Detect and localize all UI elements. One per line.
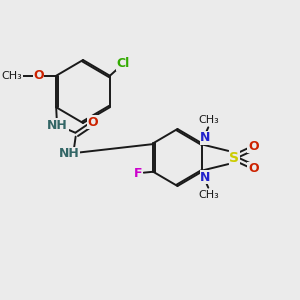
Text: NH: NH [47, 119, 68, 132]
Text: N: N [200, 171, 211, 184]
Text: CH₃: CH₃ [2, 71, 22, 81]
Text: S: S [229, 151, 239, 164]
Text: N: N [200, 131, 211, 144]
Text: O: O [33, 69, 44, 82]
Text: O: O [88, 116, 98, 129]
Text: CH₃: CH₃ [198, 116, 219, 125]
Text: O: O [248, 162, 259, 176]
Text: O: O [248, 140, 259, 153]
Text: F: F [134, 167, 143, 180]
Text: NH: NH [59, 147, 80, 160]
Text: CH₃: CH₃ [198, 190, 219, 200]
Text: Cl: Cl [116, 57, 130, 70]
